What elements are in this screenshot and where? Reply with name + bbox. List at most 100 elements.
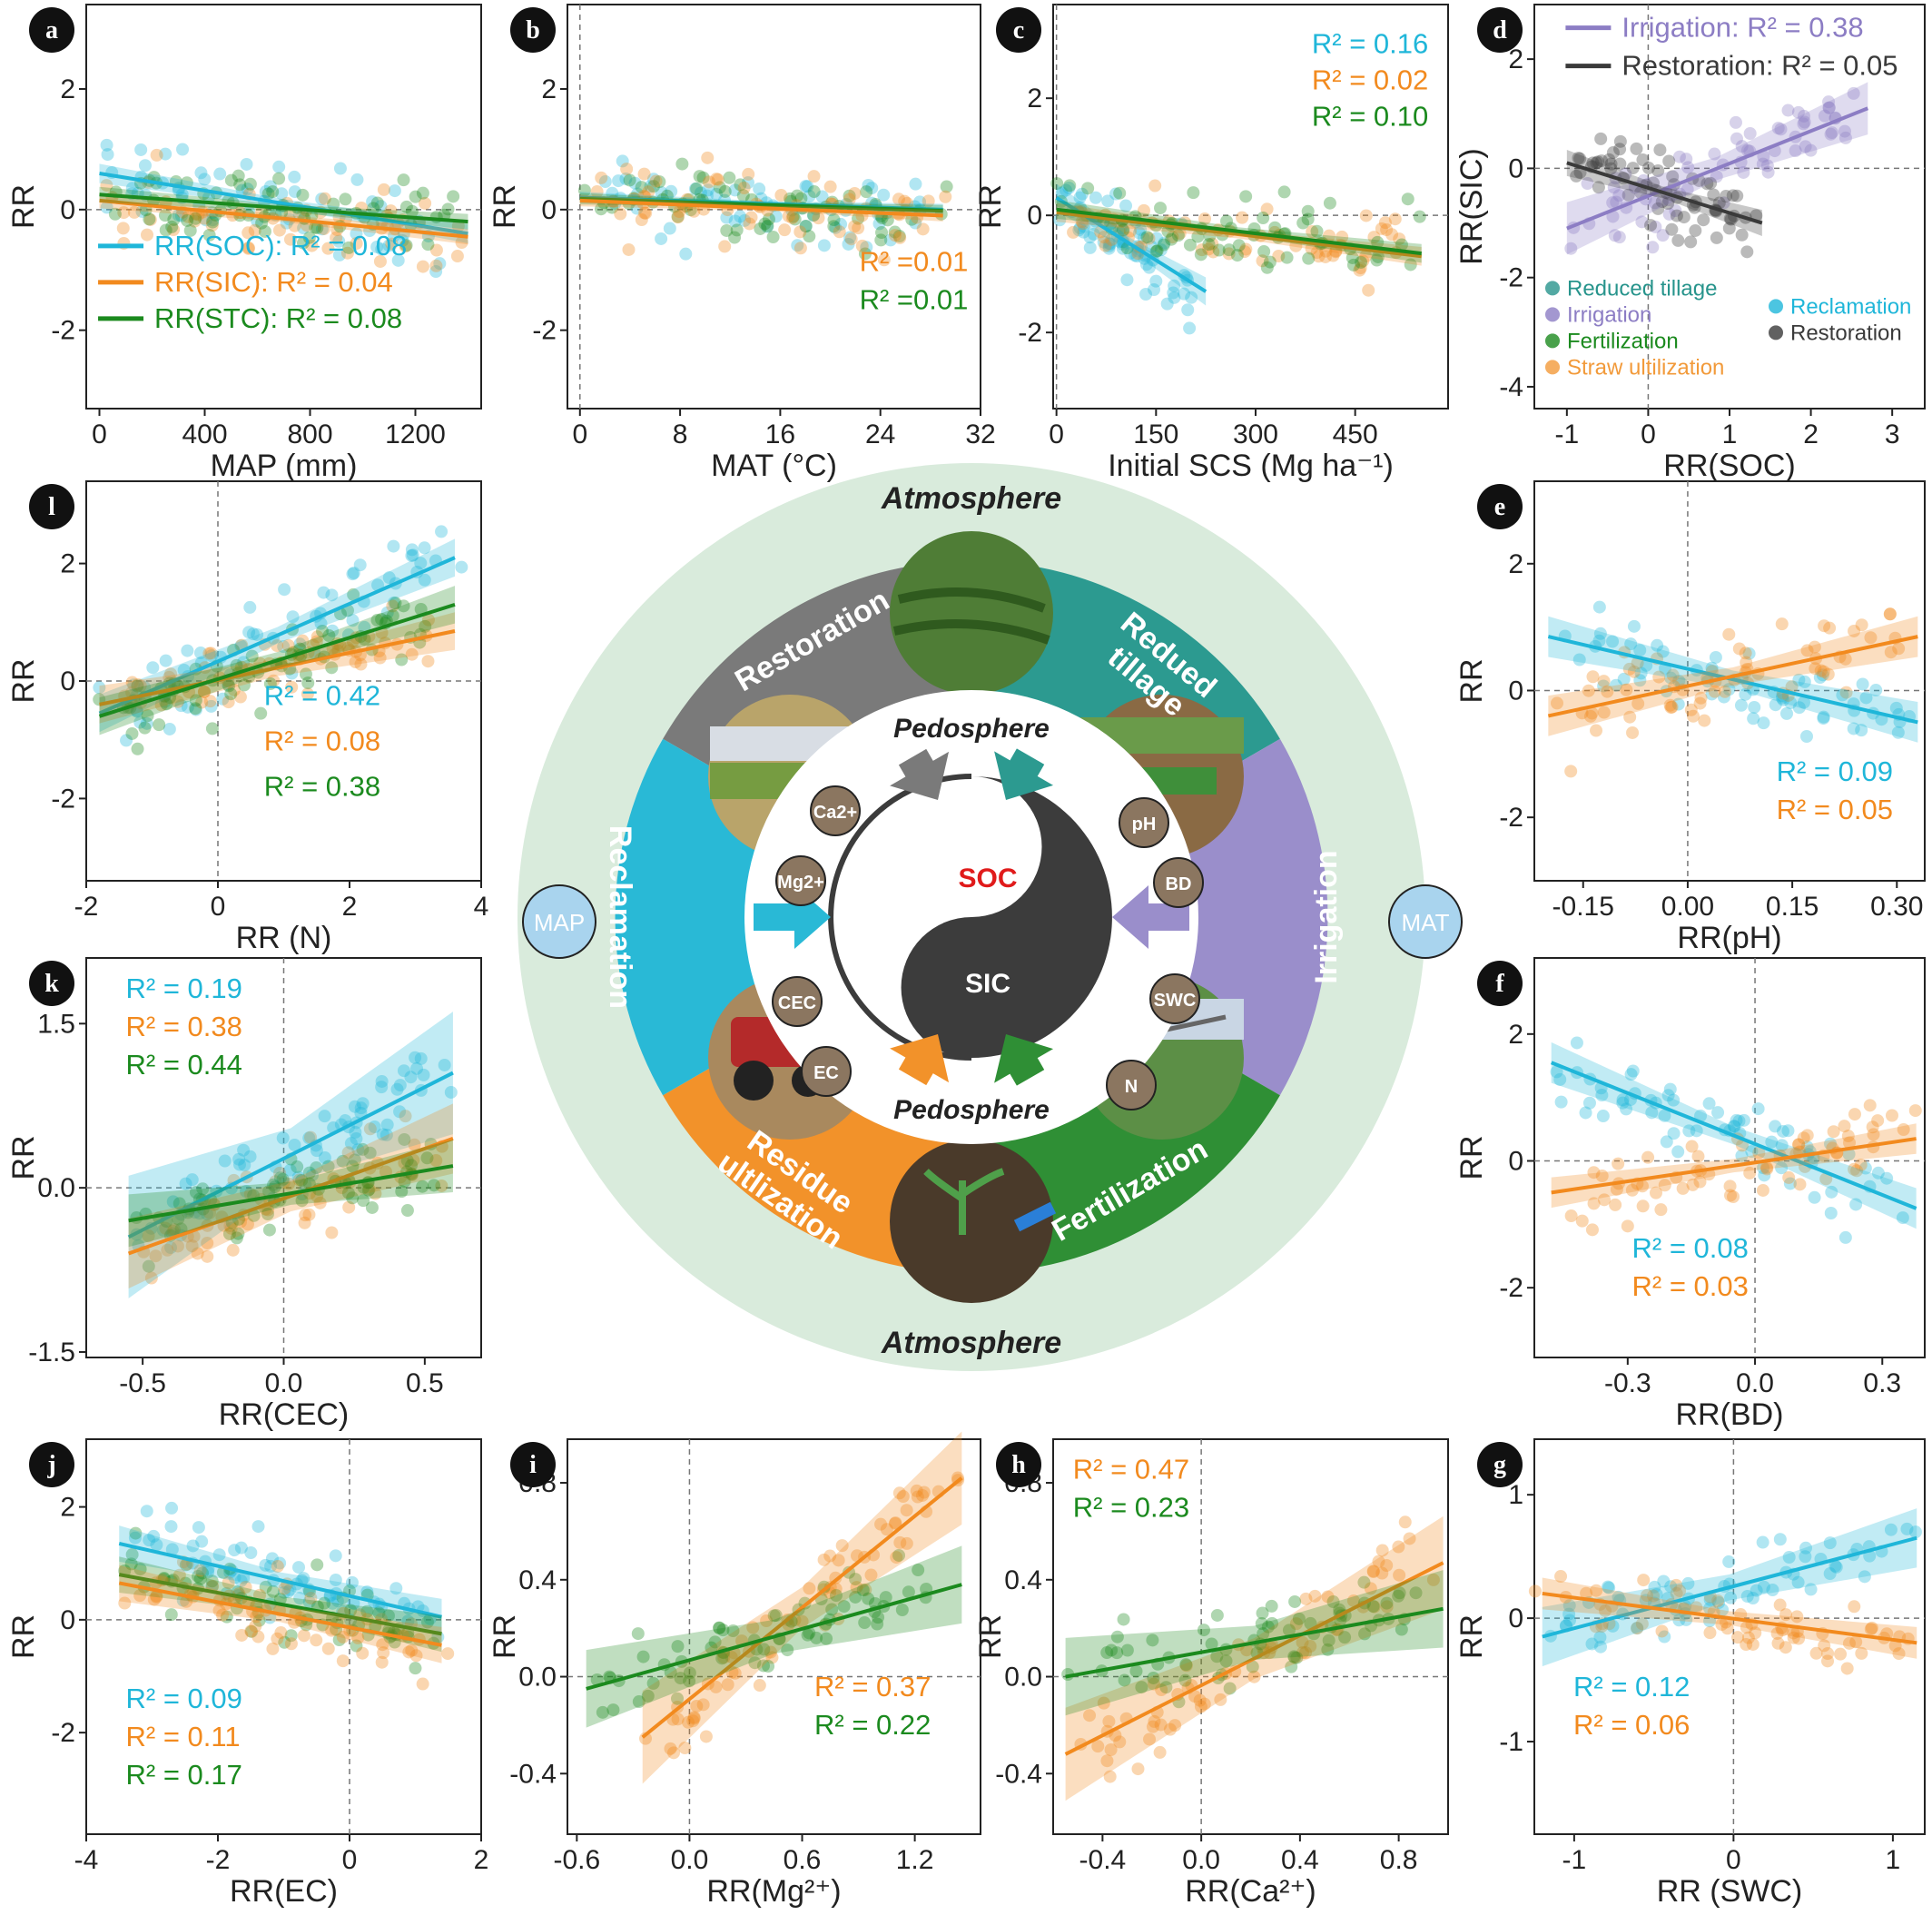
data-point — [397, 1064, 410, 1078]
data-point — [820, 1632, 833, 1645]
data-point — [711, 173, 724, 186]
x-tick-label: -2 — [74, 892, 99, 922]
data-point — [1101, 194, 1115, 208]
r2-label: R² = 0.42 — [264, 679, 380, 711]
data-point — [1869, 684, 1883, 697]
data-point — [1775, 1139, 1789, 1152]
data-point — [369, 1187, 382, 1200]
data-point — [595, 171, 608, 184]
data-point — [387, 596, 400, 609]
data-point — [874, 1517, 888, 1531]
y-axis-label: RR — [1454, 658, 1489, 703]
data-point — [310, 222, 324, 235]
data-point — [701, 151, 715, 164]
data-point — [330, 223, 344, 237]
data-point — [1222, 247, 1236, 261]
y-axis-label: RR — [1454, 1614, 1489, 1659]
data-point — [342, 1200, 356, 1214]
data-point — [1705, 687, 1719, 701]
data-point — [399, 200, 413, 213]
y-tick-label: 2 — [1027, 84, 1042, 114]
pedosphere-top: Pedosphere — [893, 714, 1050, 744]
data-point — [1740, 1638, 1753, 1652]
fit-line — [118, 1542, 442, 1619]
data-point — [1663, 1082, 1677, 1096]
data-point — [429, 243, 443, 257]
data-point — [1896, 1211, 1909, 1225]
data-point — [342, 241, 356, 254]
data-point — [1662, 207, 1676, 221]
data-point — [916, 1488, 930, 1502]
arrow-irrigation — [1112, 885, 1189, 949]
data-point — [305, 239, 319, 252]
data-point — [877, 188, 891, 202]
panel-letter: b — [526, 16, 540, 44]
data-point — [142, 1229, 155, 1243]
data-point — [313, 1196, 327, 1209]
data-point — [1109, 187, 1123, 201]
data-point — [1198, 212, 1211, 225]
data-point — [195, 696, 209, 709]
x-tick-label: 1 — [1722, 420, 1738, 449]
data-point — [690, 1699, 704, 1713]
data-point — [389, 1582, 403, 1595]
data-point — [720, 211, 734, 224]
data-point — [398, 1156, 411, 1170]
fit-line — [1547, 635, 1918, 725]
data-point — [302, 1595, 316, 1609]
data-point — [167, 212, 181, 226]
data-point — [347, 587, 360, 601]
data-point — [1791, 105, 1805, 119]
data-point — [1219, 1654, 1233, 1668]
data-point — [877, 253, 891, 267]
data-point — [441, 202, 455, 216]
data-point — [715, 1652, 729, 1665]
data-point — [142, 1259, 155, 1273]
data-point — [1050, 177, 1064, 191]
y-tick-label: 1 — [1508, 1480, 1523, 1510]
data-point — [1750, 1584, 1763, 1597]
data-point — [1787, 1626, 1800, 1640]
data-point — [297, 1629, 310, 1643]
data-point — [1777, 693, 1790, 706]
data-point — [577, 183, 591, 197]
data-point — [860, 241, 873, 254]
data-point — [864, 1568, 878, 1582]
plot-frame — [85, 480, 482, 882]
y-tick-label: -0.4 — [995, 1759, 1042, 1789]
data-point — [409, 1649, 423, 1663]
data-point — [664, 1742, 677, 1755]
data-point — [254, 706, 268, 720]
data-point — [1908, 1104, 1922, 1118]
data-point — [1168, 291, 1181, 304]
data-point — [881, 213, 894, 227]
data-point — [1139, 258, 1153, 271]
data-point — [1897, 1122, 1910, 1136]
data-point — [1255, 1617, 1268, 1631]
data-point — [419, 619, 432, 633]
data-point — [913, 195, 927, 209]
data-point — [435, 525, 448, 538]
data-point — [1179, 1658, 1193, 1672]
data-point — [1370, 253, 1384, 267]
data-point — [356, 1646, 370, 1660]
data-point — [1598, 1193, 1612, 1207]
data-point — [1168, 1719, 1182, 1732]
data-point — [679, 247, 693, 261]
data-point — [1585, 1223, 1599, 1237]
data-point — [165, 220, 179, 233]
data-point — [1621, 1219, 1634, 1233]
data-point — [1735, 228, 1749, 242]
data-point — [829, 1582, 843, 1595]
data-point — [1393, 1568, 1406, 1582]
flow-arrows — [754, 748, 1189, 1086]
data-point — [1809, 662, 1822, 676]
data-point — [842, 237, 855, 251]
data-point — [381, 1609, 395, 1623]
data-point — [1623, 710, 1637, 724]
data-point — [261, 1207, 274, 1220]
x-tick-label: 2 — [474, 1845, 489, 1875]
badge-n: N — [1125, 1077, 1138, 1097]
